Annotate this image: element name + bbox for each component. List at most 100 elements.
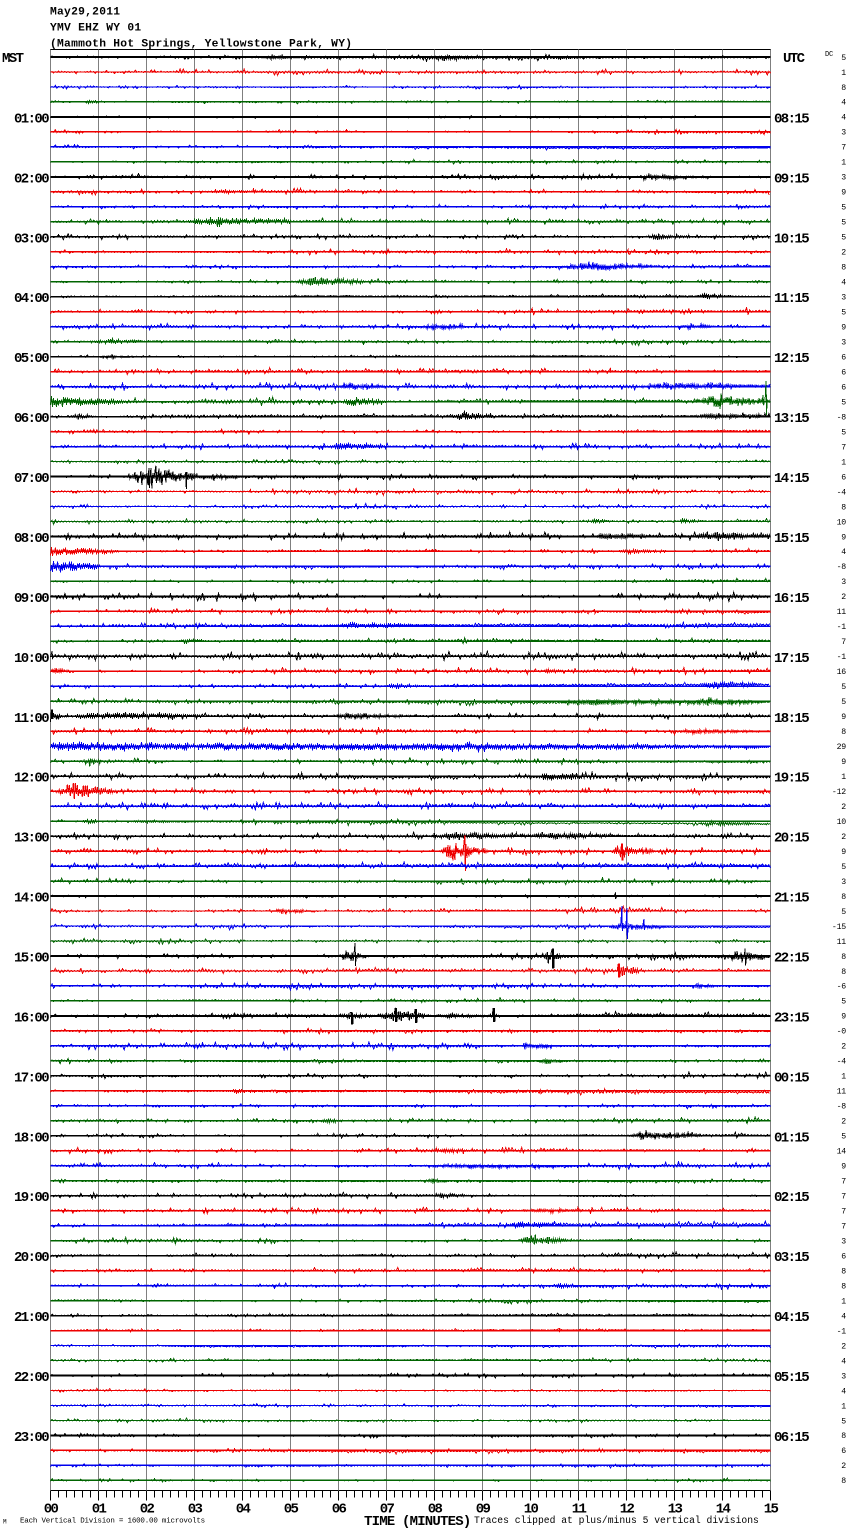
svg-text:TIME (MINUTES): TIME (MINUTES) <box>364 1514 470 1530</box>
svg-text:19:00: 19:00 <box>14 1190 49 1206</box>
svg-text:5: 5 <box>841 204 846 213</box>
svg-text:-8: -8 <box>837 563 847 572</box>
svg-text:9: 9 <box>841 713 846 722</box>
svg-text:1: 1 <box>841 159 846 168</box>
svg-text:-8: -8 <box>837 1103 847 1112</box>
svg-text:05:15: 05:15 <box>774 1370 809 1386</box>
svg-text:1: 1 <box>841 1073 846 1082</box>
svg-text:9: 9 <box>841 1163 846 1172</box>
svg-text:23:00: 23:00 <box>14 1430 49 1446</box>
svg-text:5: 5 <box>841 908 846 917</box>
svg-text:-6: -6 <box>837 983 847 992</box>
svg-text:2: 2 <box>841 803 846 812</box>
svg-text:DC: DC <box>825 51 833 59</box>
svg-text:4: 4 <box>841 1357 846 1366</box>
svg-text:3: 3 <box>841 339 846 348</box>
svg-text:05: 05 <box>284 1502 299 1518</box>
svg-text:15:15: 15:15 <box>774 531 809 547</box>
svg-text:MST: MST <box>2 51 24 67</box>
svg-text:22:00: 22:00 <box>14 1370 49 1386</box>
svg-text:-8: -8 <box>837 413 847 422</box>
svg-text:16:00: 16:00 <box>14 1010 49 1026</box>
svg-text:16: 16 <box>837 668 847 677</box>
svg-text:10: 10 <box>524 1502 539 1518</box>
svg-text:16:15: 16:15 <box>774 591 809 607</box>
svg-text:5: 5 <box>841 683 846 692</box>
svg-text:11: 11 <box>572 1502 587 1518</box>
svg-text:8: 8 <box>841 503 846 512</box>
svg-text:7: 7 <box>841 144 846 153</box>
svg-text:9: 9 <box>841 189 846 198</box>
svg-text:12:00: 12:00 <box>14 771 49 787</box>
svg-text:21:00: 21:00 <box>14 1310 49 1326</box>
svg-text:-15: -15 <box>832 923 846 932</box>
svg-text:-4: -4 <box>837 488 847 497</box>
svg-text:5: 5 <box>841 309 846 318</box>
svg-text:6: 6 <box>841 1252 846 1261</box>
svg-text:07:00: 07:00 <box>14 471 49 487</box>
svg-text:18:15: 18:15 <box>774 711 809 727</box>
svg-text:5: 5 <box>841 1133 846 1142</box>
svg-text:01:15: 01:15 <box>774 1130 809 1146</box>
svg-text:7: 7 <box>841 1208 846 1217</box>
svg-text:11: 11 <box>837 608 847 617</box>
svg-text:(Mammoth Hot Springs, Yellowst: (Mammoth Hot Springs, Yellowstone Park, … <box>50 38 352 50</box>
svg-text:5: 5 <box>841 398 846 407</box>
svg-text:00:15: 00:15 <box>774 1070 809 1086</box>
svg-text:1: 1 <box>841 69 846 78</box>
svg-text:-1: -1 <box>837 653 847 662</box>
svg-text:9: 9 <box>841 1013 846 1022</box>
svg-text:2: 2 <box>841 1118 846 1127</box>
svg-text:6: 6 <box>841 368 846 377</box>
svg-text:2: 2 <box>841 593 846 602</box>
svg-text:10: 10 <box>837 518 847 527</box>
svg-text:29: 29 <box>837 743 847 752</box>
svg-text:7: 7 <box>841 443 846 452</box>
svg-text:1: 1 <box>841 458 846 467</box>
svg-text:11:00: 11:00 <box>14 711 49 727</box>
svg-text:01: 01 <box>92 1502 107 1518</box>
svg-text:8: 8 <box>841 728 846 737</box>
svg-text:15: 15 <box>764 1502 779 1518</box>
svg-text:08: 08 <box>428 1502 443 1518</box>
svg-text:M: M <box>3 1519 7 1526</box>
svg-text:-12: -12 <box>832 788 846 797</box>
svg-text:3: 3 <box>841 174 846 183</box>
svg-text:08:15: 08:15 <box>774 111 809 127</box>
svg-text:14:00: 14:00 <box>14 891 49 907</box>
svg-text:03: 03 <box>188 1502 203 1518</box>
svg-text:10:15: 10:15 <box>774 231 809 247</box>
svg-text:14: 14 <box>837 1148 847 1157</box>
svg-text:03:00: 03:00 <box>14 231 49 247</box>
svg-text:3: 3 <box>841 294 846 303</box>
svg-text:5: 5 <box>841 1417 846 1426</box>
svg-text:14:15: 14:15 <box>774 471 809 487</box>
svg-text:11: 11 <box>837 1088 847 1097</box>
svg-text:02: 02 <box>140 1502 155 1518</box>
svg-text:2: 2 <box>841 249 846 258</box>
svg-text:UTC: UTC <box>783 51 806 67</box>
svg-text:4: 4 <box>841 279 846 288</box>
svg-text:5: 5 <box>841 998 846 1007</box>
svg-text:6: 6 <box>841 1447 846 1456</box>
svg-text:04:15: 04:15 <box>774 1310 809 1326</box>
svg-text:6: 6 <box>841 354 846 363</box>
svg-text:12:15: 12:15 <box>774 351 809 367</box>
svg-text:6: 6 <box>841 473 846 482</box>
svg-text:03:15: 03:15 <box>774 1250 809 1266</box>
svg-text:20:00: 20:00 <box>14 1250 49 1266</box>
svg-text:05:00: 05:00 <box>14 351 49 367</box>
svg-text:12: 12 <box>620 1502 635 1518</box>
svg-text:11: 11 <box>837 938 847 947</box>
svg-text:8: 8 <box>841 1477 846 1486</box>
svg-text:Traces clipped at plus/minus 5: Traces clipped at plus/minus 5 vertical … <box>474 1515 759 1526</box>
svg-text:8: 8 <box>841 893 846 902</box>
svg-text:7: 7 <box>841 1193 846 1202</box>
svg-text:9: 9 <box>841 324 846 333</box>
svg-text:15:00: 15:00 <box>14 951 49 967</box>
svg-text:9: 9 <box>841 848 846 857</box>
svg-text:-4: -4 <box>837 1058 847 1067</box>
svg-text:5: 5 <box>841 428 846 437</box>
svg-text:13: 13 <box>668 1502 683 1518</box>
svg-text:4: 4 <box>841 114 846 123</box>
